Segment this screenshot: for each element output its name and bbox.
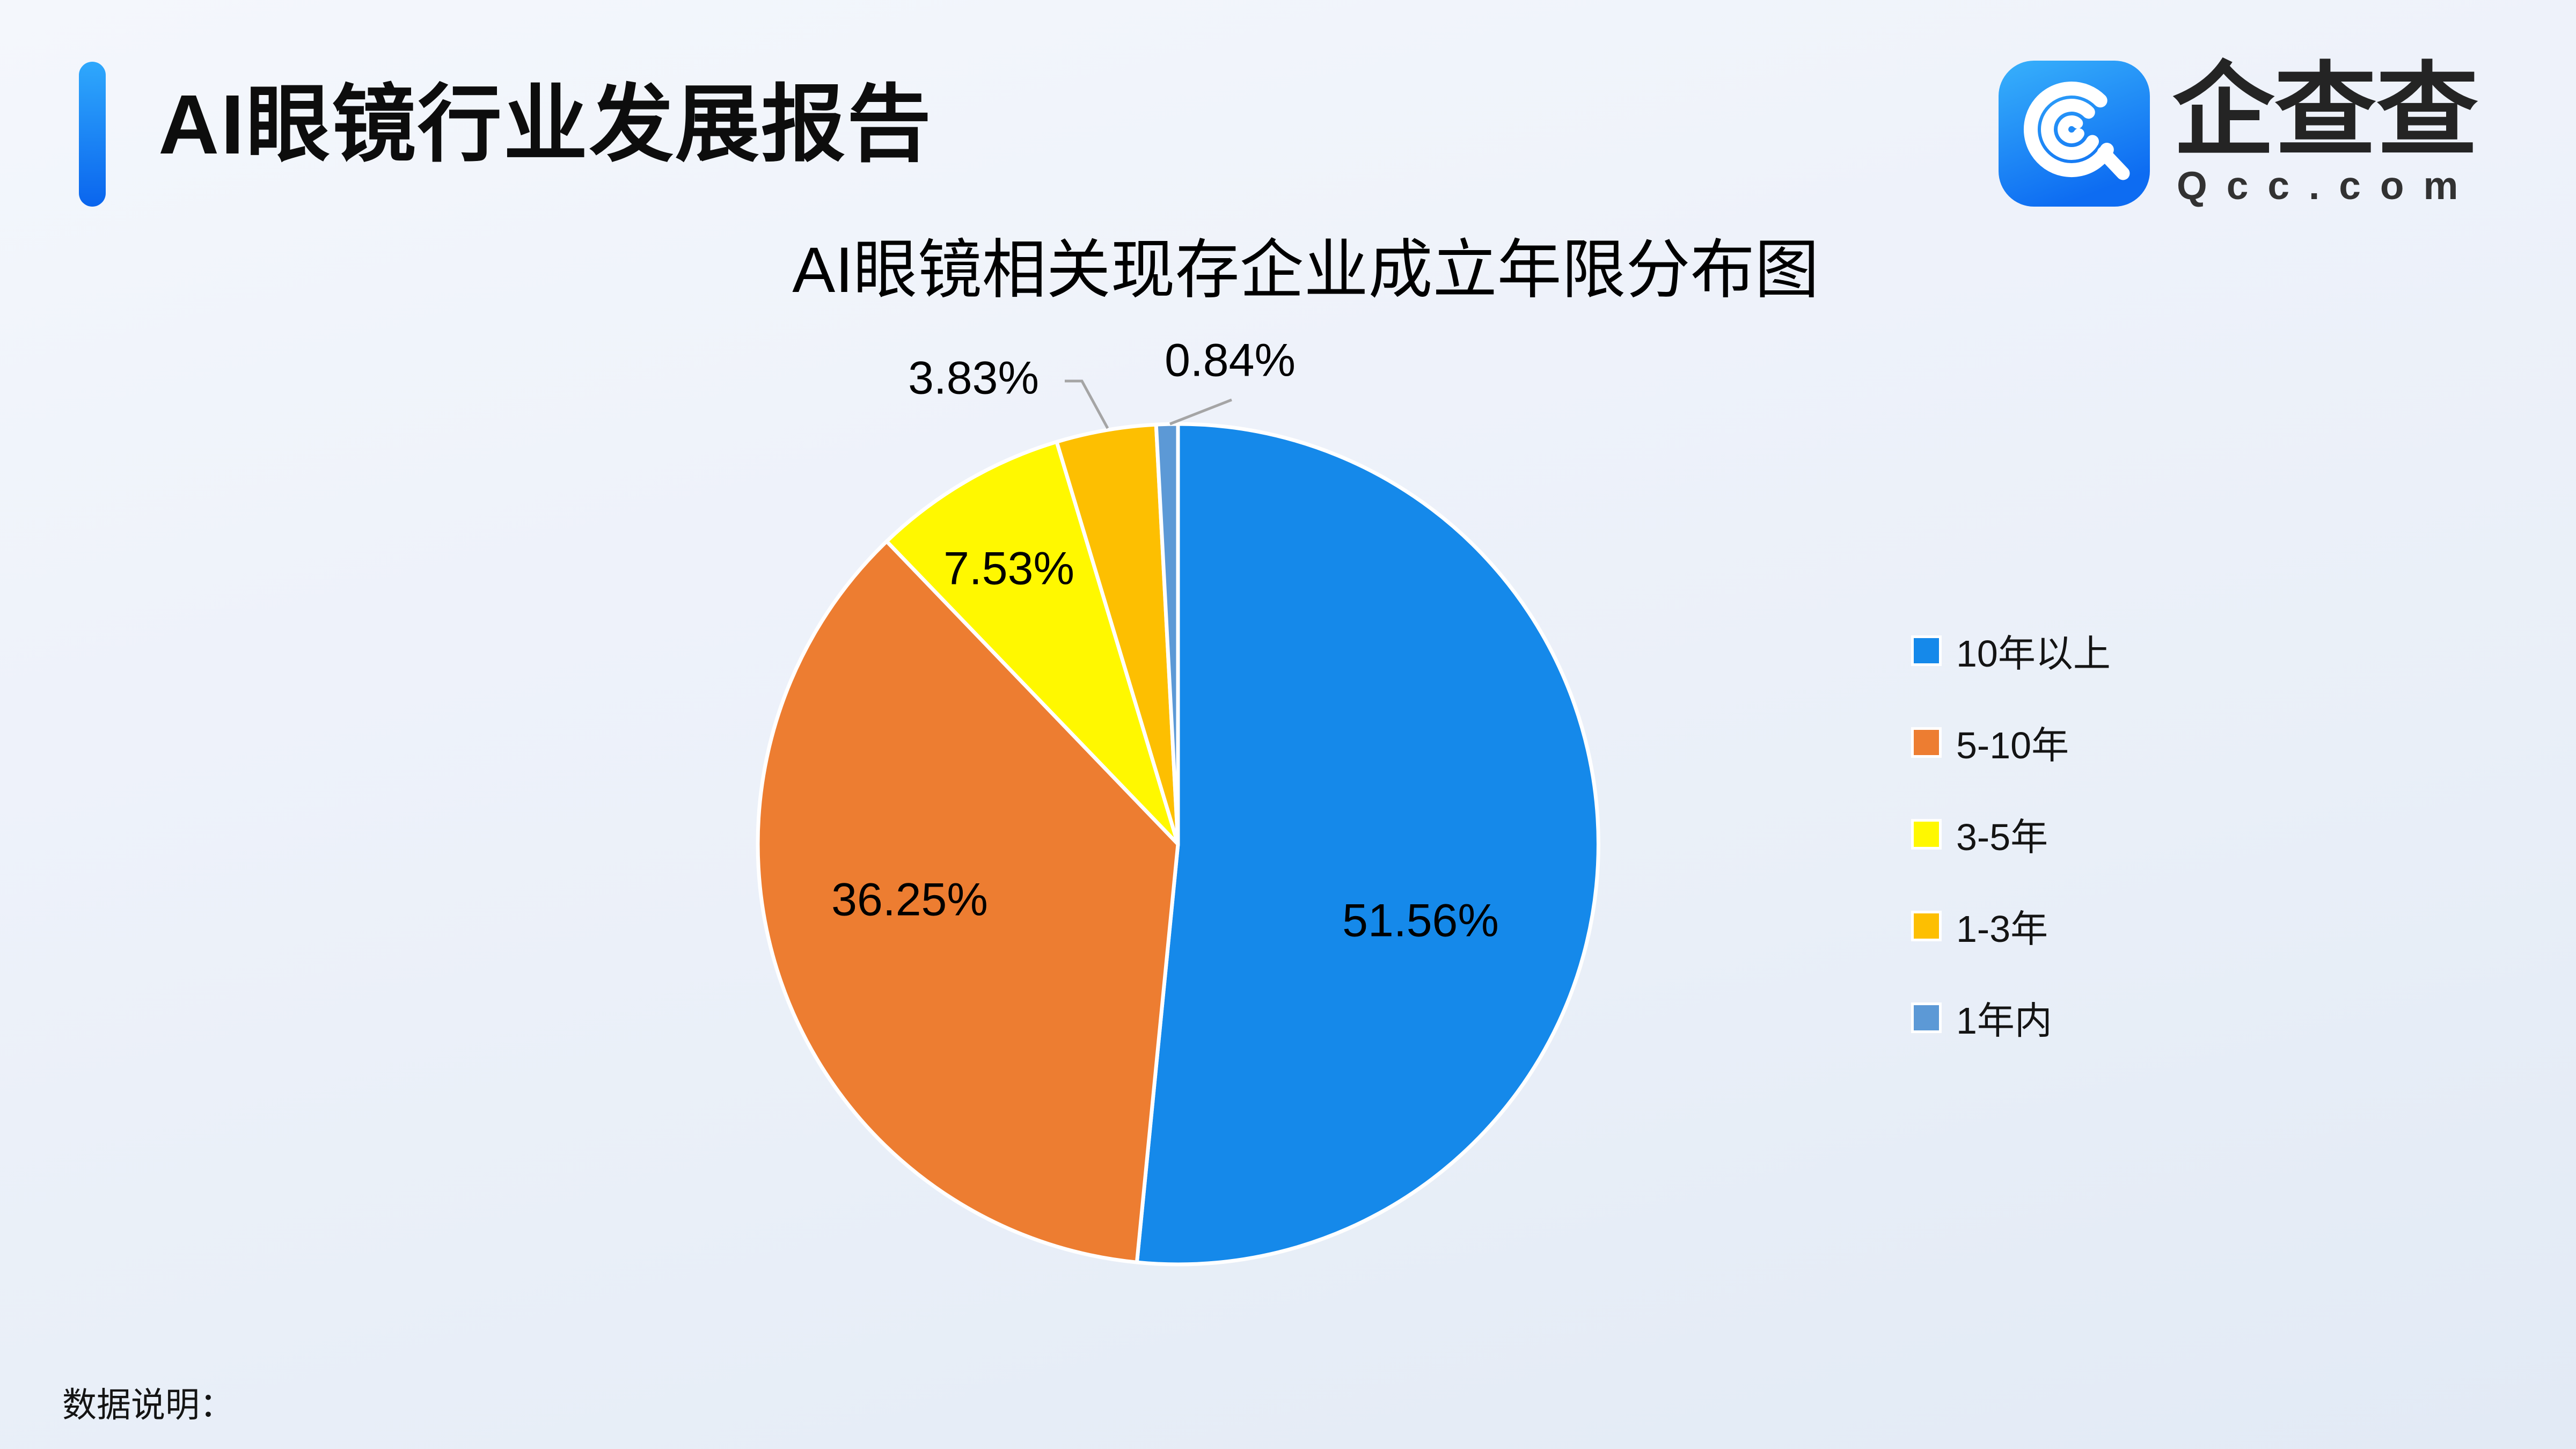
legend-item[interactable]: 1年内: [1914, 999, 2052, 1042]
legend-item[interactable]: 1-3年: [1914, 907, 2048, 950]
legend-label: 1-3年: [1956, 908, 2048, 950]
legend-item[interactable]: 10年以上: [1914, 632, 2111, 675]
leader-line: [1065, 379, 1109, 429]
qcc-logo-icon: [1999, 61, 2150, 207]
legend-swatch: [1914, 1005, 1939, 1030]
legend-swatch: [1914, 821, 1939, 847]
pie-value-label: 3.83%: [908, 352, 1039, 404]
pie-value-label: 7.53%: [943, 543, 1074, 595]
legend-item[interactable]: 3-5年: [1914, 815, 2048, 858]
logo-q-glyph: [2023, 82, 2130, 180]
legend-label: 10年以上: [1956, 632, 2111, 675]
legend-swatch: [1914, 638, 1939, 663]
qcc-logo-svg: [1999, 61, 2150, 207]
pie-slice[interactable]: [1055, 422, 1180, 846]
legend-label: 5-10年: [1956, 724, 2069, 766]
footnote: 数据说明： 1.统计范围：仅统计企业名称、经营范围、品牌产品、专利名称、专利摘要…: [62, 1249, 2509, 1449]
legend-label: 3-5年: [1956, 816, 2048, 858]
legend-swatch: [1914, 729, 1939, 755]
pie-value-label: 0.84%: [1165, 334, 1296, 386]
pie-slice[interactable]: [884, 440, 1180, 846]
leader-line: [1169, 398, 1232, 426]
pie-value-label: 36.25%: [831, 874, 988, 926]
legend-item[interactable]: 5-10年: [1914, 723, 2069, 766]
pie-slice[interactable]: [756, 539, 1180, 1264]
title-accent-bar: [79, 62, 106, 207]
footnote-line1: 数据说明：: [62, 1386, 234, 1424]
pie-slice[interactable]: [1154, 422, 1180, 846]
chart-title: AI眼镜相关现存企业成立年限分布图: [792, 234, 1819, 306]
legend-label: 1年内: [1956, 999, 2052, 1042]
page-title: AI眼镜行业发展报告: [158, 78, 933, 172]
brand-name: 企查查: [2172, 54, 2479, 168]
legend-swatch: [1914, 913, 1939, 939]
pie-value-label: 51.56%: [1342, 895, 1499, 947]
brand-domain: Qcc.com: [2177, 164, 2478, 208]
pie-slice[interactable]: [1135, 422, 1600, 1267]
